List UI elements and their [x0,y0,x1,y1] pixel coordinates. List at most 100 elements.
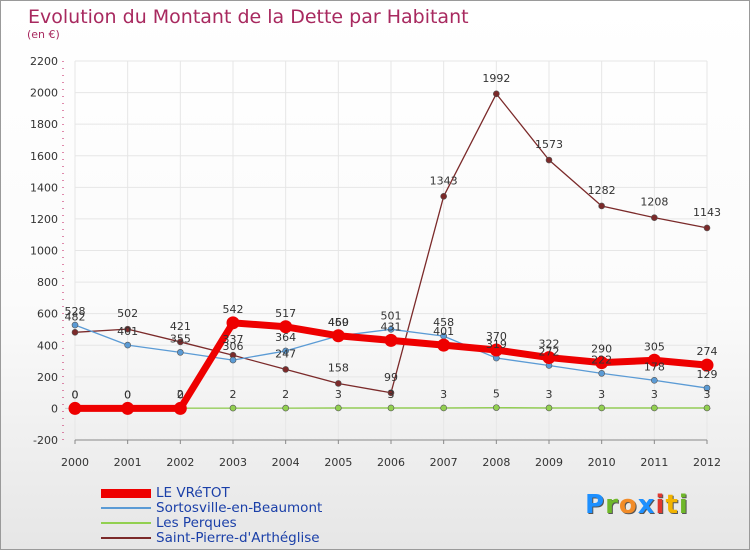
data-point [545,404,553,412]
data-point [173,401,187,415]
data-label: 0 [72,388,79,401]
data-point [124,325,131,333]
data-point [282,404,289,412]
data-label: 2 [230,388,237,401]
data-point [387,404,395,412]
data-point [177,349,184,356]
data-point [335,380,342,387]
data-point [387,326,395,333]
y-tick-label: 600 [37,308,58,321]
y-tick-label: 1600 [30,150,58,163]
data-label: 2 [177,388,184,401]
y-tick-label: 400 [37,339,58,352]
data-label: 0 [72,388,79,401]
data-label: 355 [170,332,191,345]
data-point [598,404,605,412]
data-label: 1282 [588,184,616,197]
data-label: 272 [539,345,560,358]
data-point [177,338,184,346]
x-tick-label: 2007 [430,456,458,469]
x-tick-label: 2003 [219,456,247,469]
y-tick-label: 1000 [30,245,58,258]
data-label: 542 [223,303,244,316]
logo-letter: t [665,490,679,520]
y-tick-label: 2200 [30,55,58,68]
data-label: 528 [65,305,86,318]
data-point [489,343,503,357]
data-point [71,321,79,329]
x-tick-label: 2008 [482,456,510,469]
data-label: 2 [282,388,289,401]
data-label: 0 [177,388,184,401]
data-label: 3 [546,388,553,401]
logo-letter: i [655,490,666,520]
data-label: 158 [328,361,349,374]
data-point [331,329,345,343]
data-point [279,320,293,334]
data-label: 322 [539,338,560,351]
data-label: 178 [644,360,665,373]
data-label: 458 [433,316,454,329]
legend-swatch [101,537,151,539]
data-label: 1143 [693,206,721,219]
data-label: 5 [493,388,500,401]
data-point [651,377,658,384]
data-point [282,366,289,373]
data-point [703,404,711,412]
y-tick-label: 1800 [30,118,58,131]
data-label: 3 [440,388,447,401]
x-tick-label: 2010 [588,456,616,469]
logo-letter: r [605,490,619,520]
data-point [437,338,451,352]
data-label: 517 [275,307,296,320]
data-label: 306 [223,340,244,353]
data-label: 482 [65,310,86,323]
data-label: 222 [591,353,612,366]
y-tick-label: 800 [37,276,58,289]
logo-letter: x [637,490,656,520]
data-label: 337 [223,333,244,346]
data-label: 421 [170,320,191,333]
data-label: 290 [591,343,612,356]
data-point [542,351,556,365]
data-point [651,404,658,412]
data-label: 401 [433,325,454,338]
data-point [493,404,500,411]
x-tick-label: 2012 [693,456,721,469]
logo-letter: P [585,490,606,520]
data-label: 3 [598,388,605,401]
data-point [598,202,605,210]
data-point [703,384,711,392]
data-label: 460 [328,316,349,329]
data-point [545,156,553,164]
data-label: 1343 [430,174,458,187]
legend-label: LE VRéTOT [156,485,230,501]
y-tick-label: 1400 [30,181,58,194]
data-label: 401 [117,325,138,338]
x-tick-label: 2009 [535,456,563,469]
data-point [124,341,131,349]
series [68,90,714,415]
data-label: 501 [381,309,402,322]
x-tick-label: 2004 [272,456,300,469]
data-point [282,347,289,355]
data-point [651,214,658,221]
legend-label: Sortosville-en-Beaumont [156,500,323,516]
data-point [595,356,609,370]
data-point [598,370,605,377]
chart-title: Evolution du Montant de la Dette par Hab… [28,6,469,28]
x-tick-label: 2011 [640,456,668,469]
chart-subtitle: (en €) [27,28,60,41]
y-tick-label: 1200 [30,213,58,226]
data-point [229,404,237,412]
x-tick-label: 2005 [324,456,352,469]
data-label: 1208 [640,196,668,209]
data-label: 459 [328,316,349,329]
data-label: 129 [697,368,718,381]
y-tick-label: 2000 [30,87,58,100]
data-label: 305 [644,340,665,353]
legend-swatch [101,488,151,498]
